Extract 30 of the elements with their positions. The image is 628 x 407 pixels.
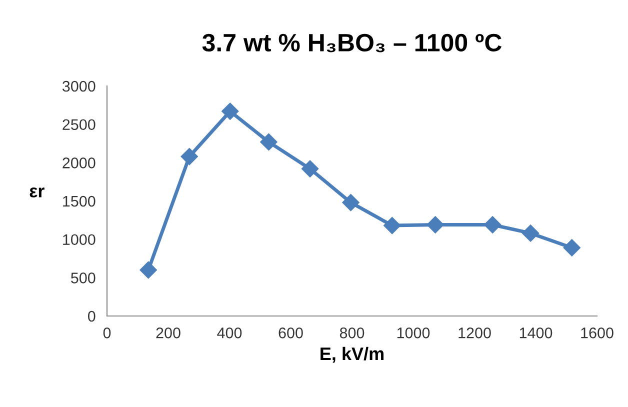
x-tick-label: 400: [217, 328, 242, 338]
x-tick-label: 1600: [581, 328, 614, 338]
point: [140, 261, 157, 279]
point: [342, 194, 360, 212]
x-tick-label: 0: [103, 328, 111, 338]
x-tick-label: 800: [340, 328, 364, 338]
point: [522, 224, 540, 242]
point: [384, 216, 401, 234]
y-tick-label: 2000: [62, 158, 96, 168]
point: [260, 133, 278, 151]
point: [426, 216, 444, 234]
chart-title: 3.7 wt % H₃BO₃ – 1100 ºC: [202, 34, 502, 52]
x-axis-title: E, kV/m: [320, 346, 384, 363]
point: [563, 239, 580, 256]
x-tick-label: 1400: [520, 328, 552, 338]
y-tick-label: 1500: [63, 196, 96, 207]
x-tick-label: 200: [156, 328, 180, 338]
point: [180, 148, 198, 166]
point: [301, 160, 319, 178]
point: [484, 216, 502, 234]
y-tick-label: 3000: [62, 80, 96, 92]
y-axis-title: εr: [30, 188, 44, 198]
y-tick-label: 0: [88, 310, 96, 322]
y-tick-label: 500: [71, 272, 96, 284]
x-tick-label: 600: [278, 328, 303, 338]
y-tick-label: 2500: [62, 119, 96, 130]
x-tick-label: 1000: [397, 328, 430, 338]
x-tick-label: 1200: [458, 328, 491, 338]
point: [222, 102, 239, 120]
y-tick-label: 1000: [63, 234, 96, 246]
